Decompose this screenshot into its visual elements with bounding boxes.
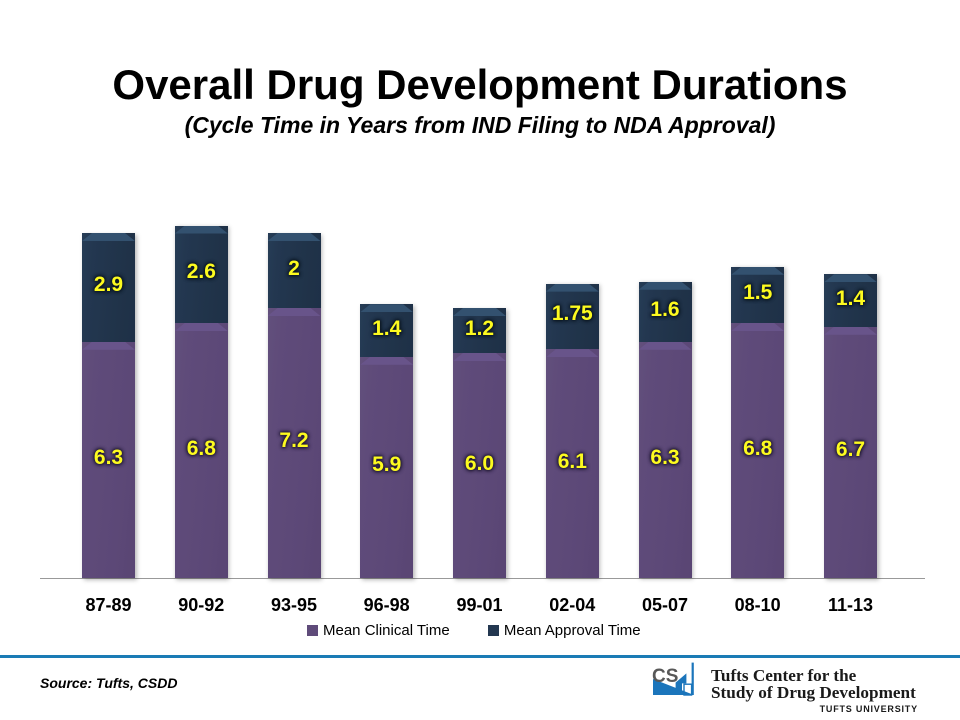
svg-text:CS: CS	[652, 666, 678, 687]
